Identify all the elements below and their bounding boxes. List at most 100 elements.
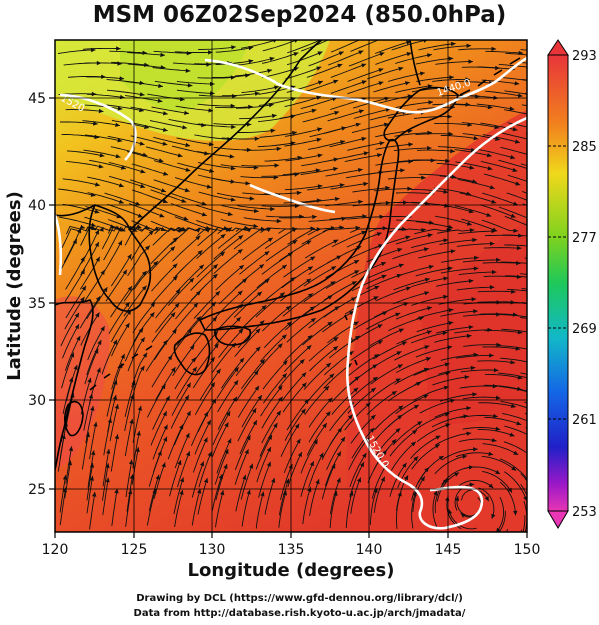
streamline-arrowhead bbox=[435, 435, 441, 440]
streamline-arrowhead bbox=[103, 287, 108, 293]
streamline bbox=[108, 161, 146, 174]
streamline bbox=[124, 327, 144, 362]
streamline bbox=[410, 435, 441, 459]
streamline bbox=[302, 321, 333, 346]
streamline-arrowhead bbox=[423, 367, 429, 372]
streamline-arrowhead bbox=[376, 232, 382, 237]
streamline bbox=[147, 93, 185, 101]
streamline-arrowhead bbox=[290, 277, 296, 282]
streamline bbox=[262, 67, 299, 78]
streamline bbox=[281, 266, 314, 289]
streamline bbox=[418, 43, 456, 51]
streamline bbox=[367, 169, 405, 175]
streamline-arrowhead bbox=[333, 79, 339, 84]
streamline-arrowhead bbox=[231, 124, 236, 130]
streamline bbox=[374, 414, 403, 442]
streamline-arrowhead bbox=[210, 382, 215, 388]
streamline-arrowhead bbox=[197, 250, 203, 255]
streamline bbox=[259, 334, 287, 362]
streamline bbox=[416, 423, 451, 443]
streamline-arrowhead bbox=[172, 263, 178, 269]
streamline-arrowhead bbox=[117, 226, 122, 232]
streamline-arrowhead bbox=[523, 496, 527, 502]
streamline-arrowhead bbox=[315, 168, 321, 173]
streamline-arrowhead bbox=[492, 269, 497, 275]
streamline-arrowhead bbox=[379, 52, 385, 57]
streamline bbox=[176, 89, 215, 94]
streamline bbox=[373, 476, 386, 513]
streamline bbox=[262, 40, 298, 52]
streamline bbox=[479, 204, 516, 218]
streamline-arrowhead bbox=[311, 108, 317, 113]
streamline-arrowhead bbox=[317, 184, 323, 189]
streamline bbox=[283, 256, 316, 278]
streamline bbox=[218, 278, 248, 305]
streamline bbox=[365, 312, 401, 330]
streamline-arrowhead bbox=[468, 209, 474, 214]
streamline-arrowhead bbox=[494, 124, 500, 130]
streamline-arrowhead bbox=[162, 127, 168, 132]
streamline-arrowhead bbox=[479, 548, 484, 552]
streamline bbox=[282, 169, 321, 176]
streamline-arrowhead bbox=[514, 81, 520, 86]
streamline-arrowhead bbox=[204, 151, 209, 156]
streamline bbox=[436, 472, 460, 502]
streamline bbox=[435, 215, 472, 226]
colorbar-tick-label: 269 bbox=[572, 322, 597, 337]
streamline-arrowhead bbox=[517, 375, 523, 380]
streamline bbox=[415, 412, 450, 430]
streamline bbox=[347, 142, 385, 151]
streamline-arrowhead bbox=[447, 345, 453, 350]
streamline bbox=[497, 372, 527, 379]
streamline bbox=[234, 449, 249, 485]
streamline bbox=[239, 420, 258, 455]
streamline-arrowhead bbox=[512, 127, 518, 132]
streamline-arrowhead bbox=[517, 93, 523, 98]
streamline-arrowhead bbox=[468, 465, 474, 470]
streamline bbox=[345, 490, 354, 529]
streamline bbox=[151, 263, 178, 292]
streamline-arrowhead bbox=[412, 491, 417, 497]
streamline bbox=[235, 474, 247, 512]
streamline bbox=[369, 328, 404, 347]
streamline-arrowhead bbox=[490, 241, 495, 246]
streamline bbox=[111, 61, 149, 66]
streamline bbox=[455, 452, 494, 458]
streamline-arrowhead bbox=[460, 513, 466, 518]
streamline-arrowhead bbox=[141, 285, 147, 291]
streamline-arrowhead bbox=[448, 131, 454, 137]
streamline-arrowhead bbox=[94, 209, 100, 214]
streamline-arrowhead bbox=[215, 291, 220, 296]
streamline bbox=[433, 45, 472, 51]
streamline-arrowhead bbox=[101, 74, 106, 79]
streamline bbox=[415, 221, 454, 229]
streamline-arrowhead bbox=[374, 285, 380, 290]
streamline-arrowhead bbox=[129, 419, 134, 424]
streamline-arrowhead bbox=[249, 196, 255, 201]
streamline-arrowhead bbox=[413, 405, 419, 410]
streamline-arrowhead bbox=[334, 110, 340, 116]
streamline-arrowhead bbox=[423, 247, 429, 252]
streamline bbox=[393, 291, 430, 305]
streamline-arrowhead bbox=[513, 228, 518, 233]
streamline-arrowhead bbox=[253, 165, 259, 170]
streamline-arrowhead bbox=[186, 382, 191, 388]
streamline bbox=[435, 61, 473, 65]
streamline-arrowhead bbox=[510, 360, 516, 365]
streamline-arrowhead bbox=[370, 387, 376, 393]
streamline bbox=[64, 335, 81, 371]
streamline bbox=[366, 390, 397, 415]
streamline bbox=[307, 373, 335, 402]
streamline bbox=[192, 437, 208, 473]
streamline bbox=[65, 256, 85, 290]
streamline bbox=[240, 40, 277, 49]
streamline bbox=[506, 288, 527, 292]
streamline bbox=[387, 72, 425, 82]
streamline-arrowhead bbox=[465, 102, 471, 107]
streamline-arrowhead bbox=[160, 227, 166, 231]
streamline bbox=[124, 380, 136, 417]
streamline bbox=[151, 355, 173, 388]
streamline-arrowhead bbox=[307, 266, 313, 271]
streamline-arrowhead bbox=[162, 141, 168, 146]
streamline-arrowhead bbox=[140, 183, 146, 189]
